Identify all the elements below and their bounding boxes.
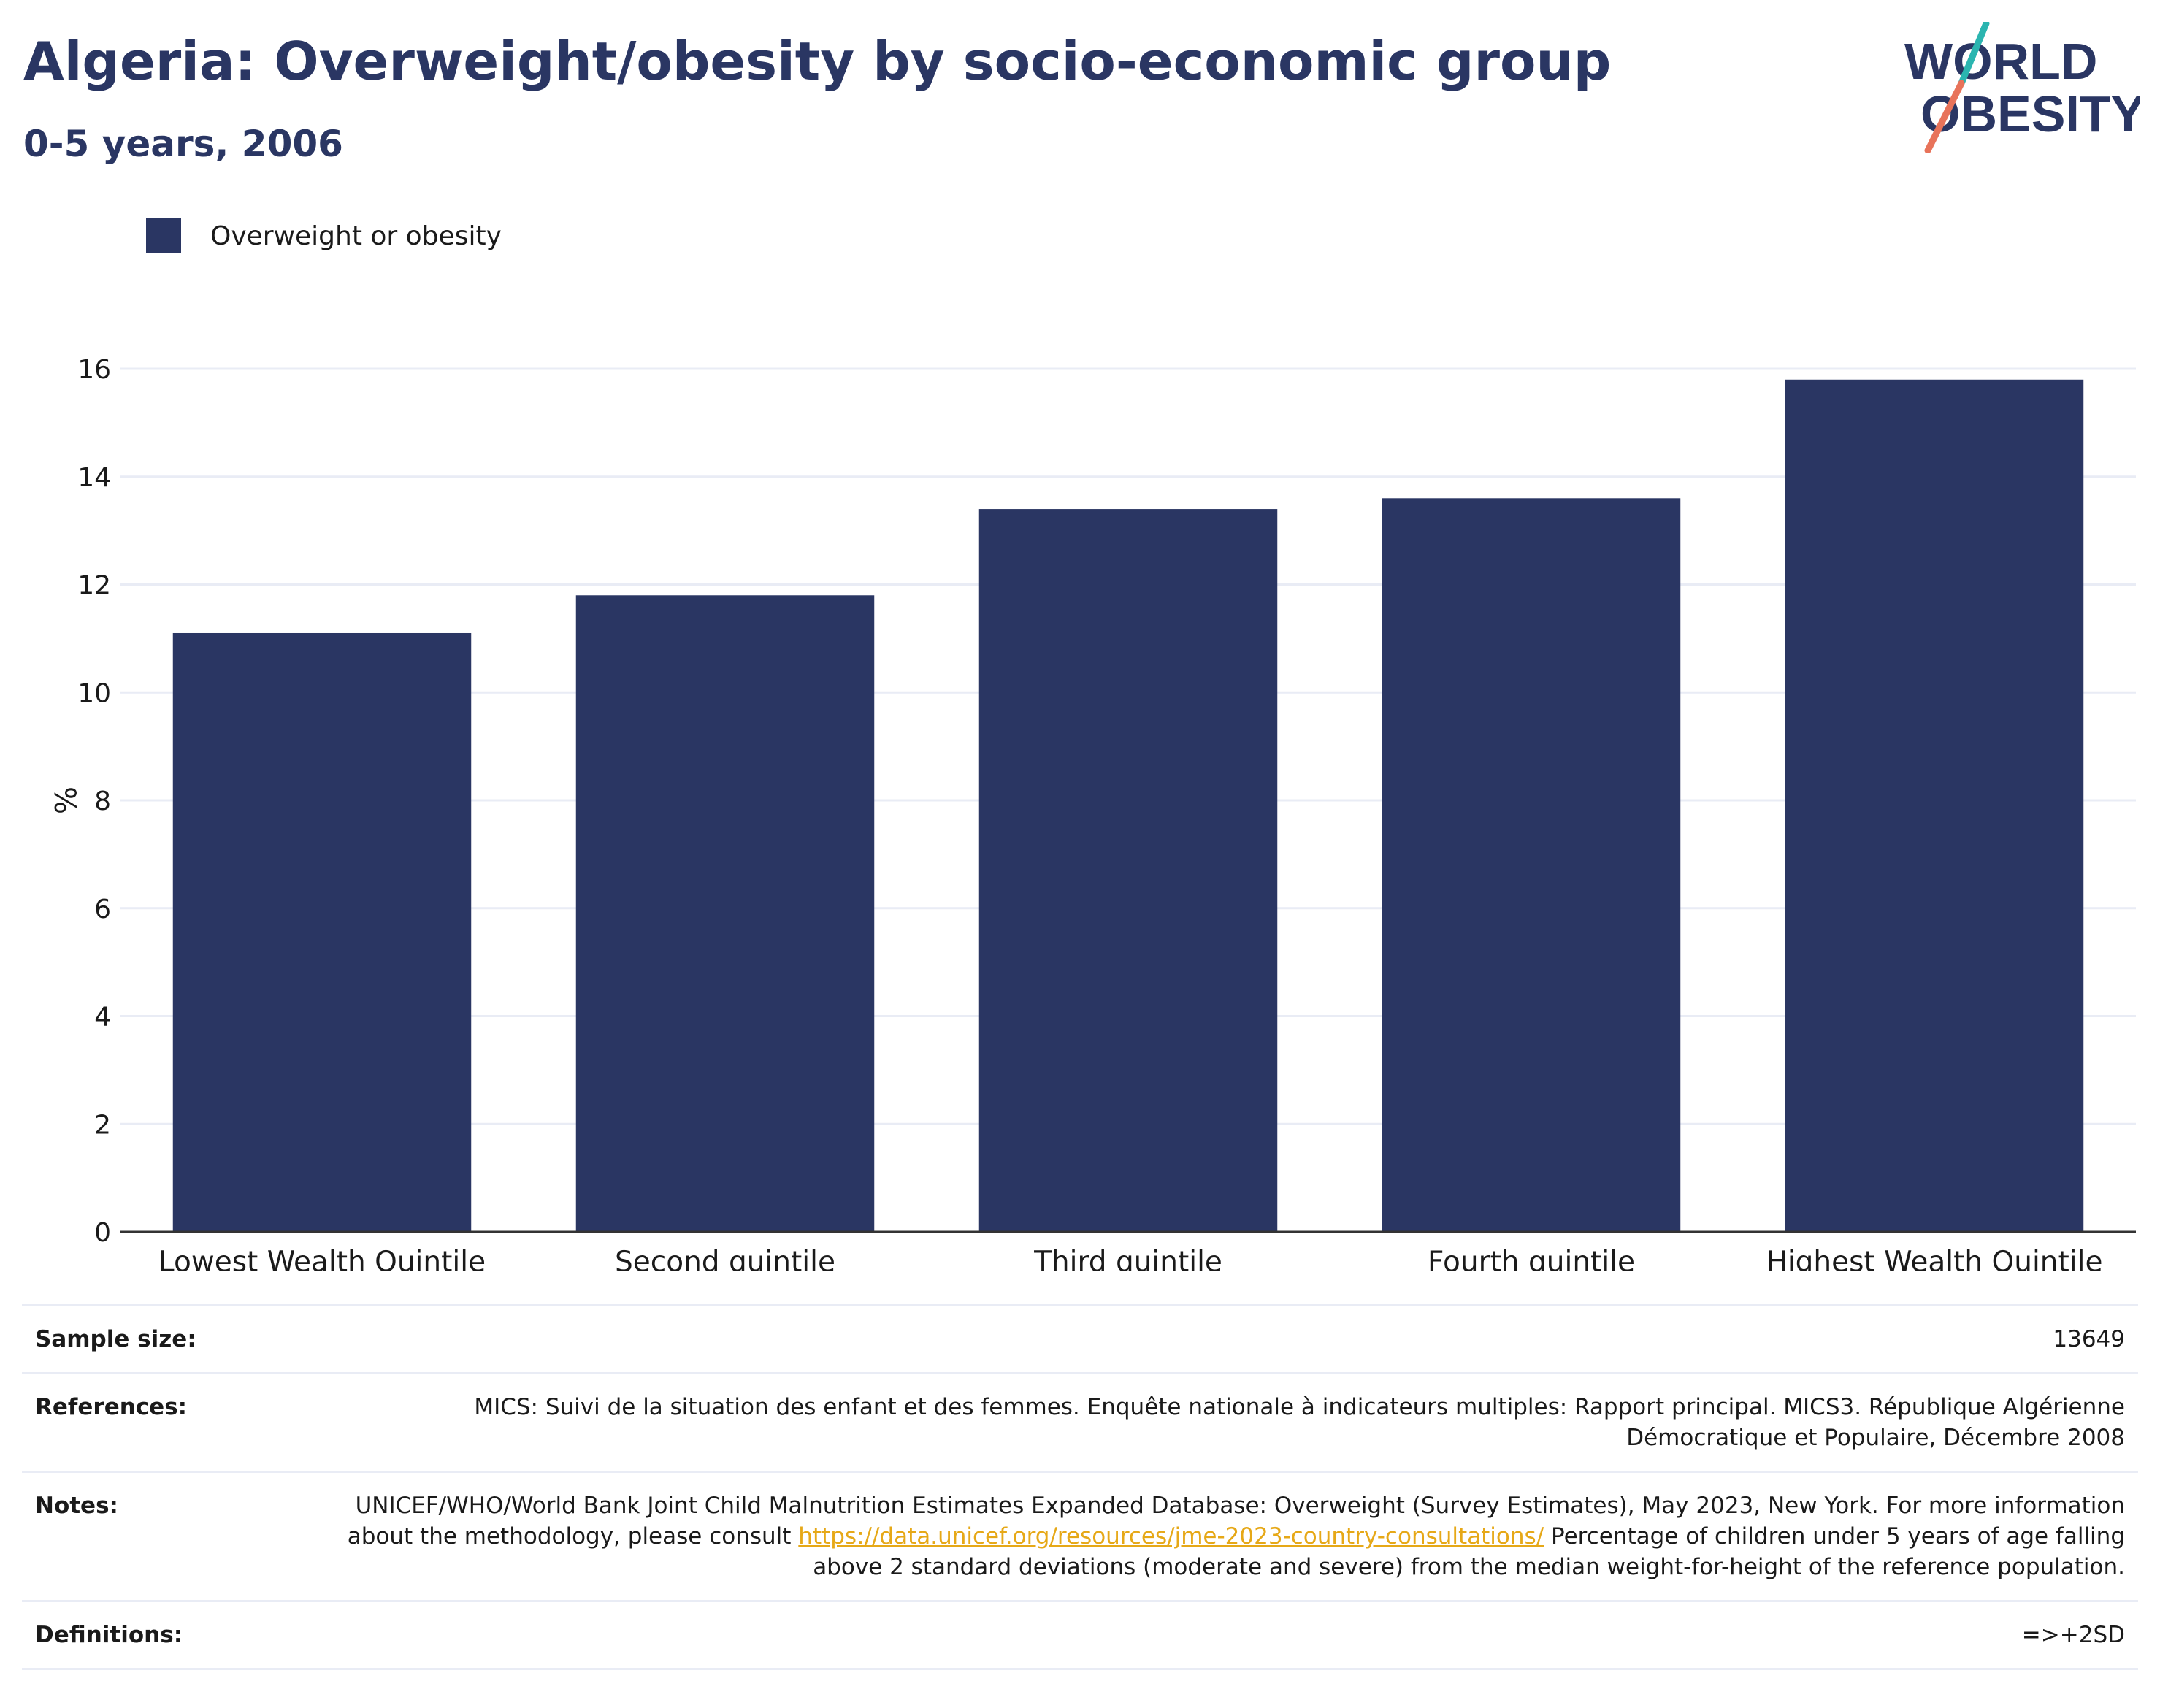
y-tick-label: 8 — [94, 786, 111, 816]
chart-legend[interactable]: Overweight or obesity — [146, 218, 502, 254]
world-obesity-logo: WORLD OBESITY — [1904, 22, 2140, 153]
bar — [1785, 379, 2084, 1232]
definitions-label: Definitions: — [22, 1600, 326, 1670]
chart-subtitle: 0-5 years, 2006 — [23, 123, 343, 165]
x-tick-label: Third quintile — [1033, 1246, 1222, 1271]
bar-chart: 0 2 4 6 8 10 12 14 16 Lowest Wealth Quintile Secon… — [47, 355, 2136, 1271]
definitions-value: =>+2SD — [326, 1600, 2138, 1670]
y-tick-label: 10 — [77, 678, 111, 708]
logo-slash-coral — [1924, 80, 1965, 153]
y-tick-label: 6 — [94, 895, 111, 924]
legend-swatch — [146, 218, 181, 253]
y-tick-label: 14 — [77, 463, 111, 493]
bar — [575, 595, 875, 1232]
chart-title: Algeria: Overweight/obesity by socio-eco… — [23, 31, 1612, 92]
y-axis-label: % — [47, 786, 81, 814]
logo-text-world: WORLD — [1904, 33, 2097, 90]
sample-size-label: Sample size: — [22, 1304, 326, 1374]
x-tick-label: Highest Wealth Quintile — [1766, 1246, 2103, 1271]
logo-slash-teal — [1958, 22, 1990, 87]
notes-text-after: Percentage of children under 5 years of … — [813, 1523, 2125, 1580]
y-tick-label: 12 — [77, 571, 111, 601]
bar — [978, 509, 1278, 1232]
bar — [172, 632, 472, 1232]
notes-link[interactable]: https://data.unicef.org/resources/jme-20… — [798, 1523, 1544, 1550]
y-tick-label: 4 — [94, 1003, 111, 1033]
y-tick-label: 16 — [77, 355, 111, 385]
notes-value: UNICEF/WHO/World Bank Joint Child Malnut… — [326, 1471, 2138, 1601]
x-tick-label: Lowest Wealth Quintile — [158, 1246, 486, 1271]
y-tick-label: 2 — [94, 1110, 111, 1140]
bar — [1382, 498, 1681, 1232]
x-tick-label: Fourth quintile — [1428, 1246, 1635, 1271]
y-tick-label: 0 — [94, 1218, 111, 1248]
notes-row: Notes: UNICEF/WHO/World Bank Joint Child… — [22, 1471, 2138, 1601]
info-table: Sample size: 13649 References: MICS: Sui… — [22, 1304, 2138, 1670]
sample-size-value: 13649 — [326, 1304, 2138, 1374]
x-tick-label: Second quintile — [615, 1246, 835, 1271]
sample-size-row: Sample size: 13649 — [22, 1304, 2138, 1374]
legend-label: Overweight or obesity — [210, 221, 502, 251]
notes-text-before: UNICEF/WHO/World Bank Joint Child Malnut… — [347, 1493, 2125, 1550]
references-label: References: — [22, 1372, 326, 1472]
definitions-row: Definitions: =>+2SD — [22, 1600, 2138, 1670]
notes-label: Notes: — [22, 1471, 326, 1601]
references-row: References: MICS: Suivi de la situation … — [22, 1372, 2138, 1472]
references-value: MICS: Suivi de la situation des enfant e… — [326, 1372, 2138, 1472]
